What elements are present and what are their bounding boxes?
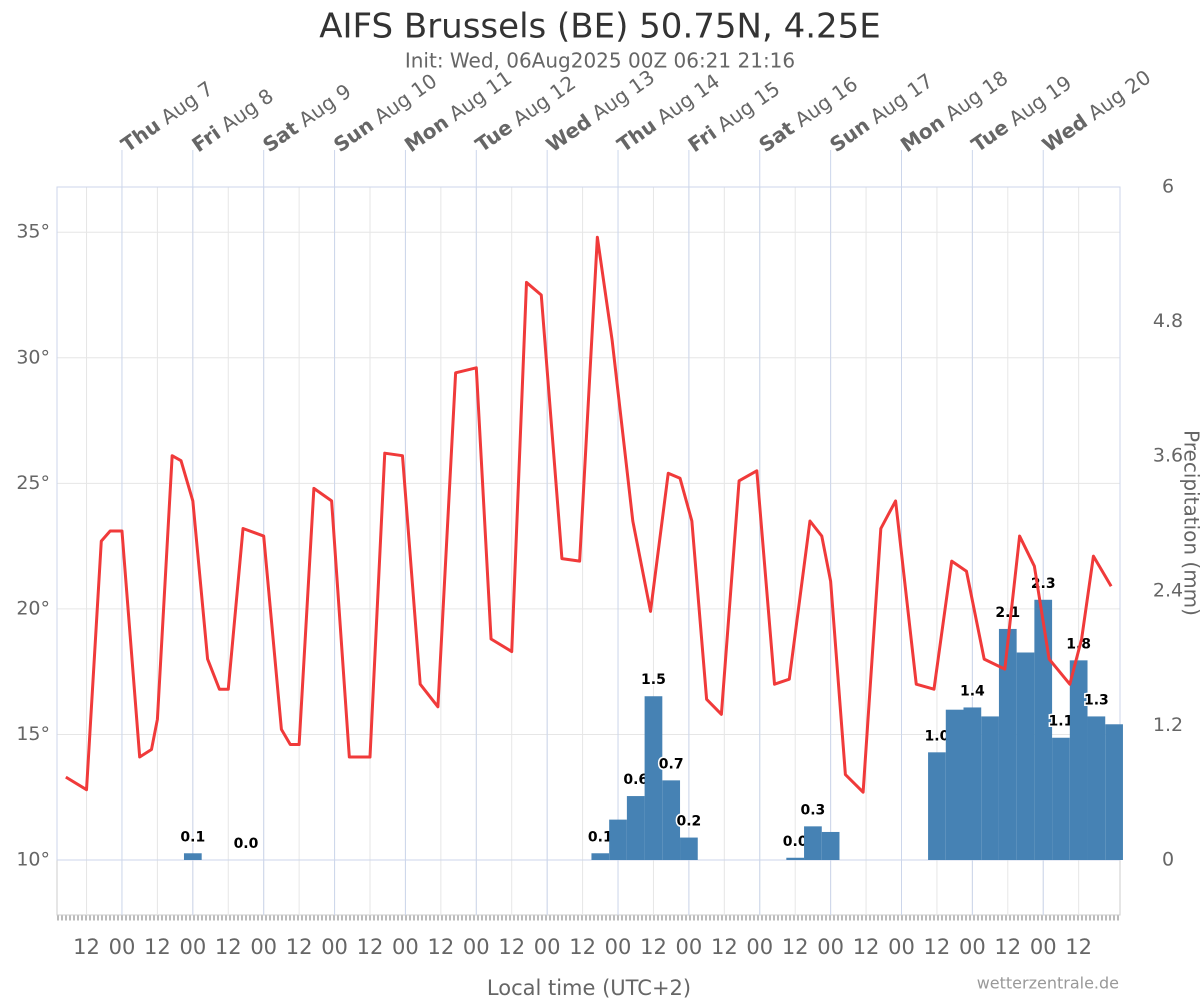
x-tick-label: 12	[569, 935, 596, 959]
x-tick-label: 00	[463, 935, 490, 959]
precip-bar	[928, 752, 946, 860]
precip-bar	[183, 853, 202, 860]
x-tick-label: 12	[640, 935, 667, 959]
precip-bar	[644, 696, 663, 860]
data-label: 0.3	[801, 802, 826, 818]
x-tick-label: 00	[321, 935, 348, 959]
x-tick-label: 12	[357, 935, 384, 959]
y2-tick-label: 0	[1162, 849, 1174, 871]
data-label: 0.7	[659, 756, 684, 772]
x-tick-label: 12	[782, 935, 809, 959]
x-tick-label: 00	[534, 935, 561, 959]
y2-axis-title: Precipitation (mm)	[1180, 430, 1200, 616]
y2-tick-label: 3.6	[1153, 445, 1183, 467]
x-tick-label: 12	[215, 935, 242, 959]
data-label: 0.6	[623, 772, 648, 788]
chart-subtitle: Init: Wed, 06Aug2025 00Z 06:21 21:16	[405, 49, 795, 73]
x-tick-label: 00	[392, 935, 419, 959]
data-label: 1.8	[1066, 636, 1091, 652]
y-tick-label: 20°	[16, 597, 50, 619]
wind-strip	[56, 859, 1121, 916]
y2-tick-label: 1.2	[1153, 714, 1183, 736]
day-date: Aug 20	[1078, 64, 1155, 128]
data-label: 1.3	[1084, 692, 1109, 708]
data-label: 1.4	[960, 683, 985, 699]
x-tick-label: 12	[144, 935, 171, 959]
data-label: 2.1	[995, 605, 1020, 621]
data-label: 1.5	[641, 672, 666, 688]
precip-bar	[662, 780, 681, 860]
x-tick-label: 00	[179, 935, 206, 959]
data-label: 0.2	[676, 814, 701, 830]
x-tick-label: 12	[427, 935, 454, 959]
x-tick-label: 00	[109, 935, 136, 959]
x-tick-label: 00	[605, 935, 632, 959]
x-tick-label: 12	[286, 935, 313, 959]
x-tick-label: 00	[888, 935, 915, 959]
precip-bar	[680, 837, 698, 860]
y-tick-label: 10°	[16, 849, 50, 871]
data-label: 1.1	[1049, 714, 1074, 730]
precip-bar	[804, 826, 822, 860]
precip-bar	[609, 819, 627, 860]
y-tick-label: 35°	[16, 221, 50, 243]
precip-bar	[1052, 737, 1070, 860]
data-label: 0.1	[180, 829, 205, 845]
precip-bar	[998, 628, 1017, 860]
temperature-line	[65, 235, 1113, 794]
precip-bar	[1087, 716, 1106, 860]
x-tick-label: 00	[817, 935, 844, 959]
x-tick-label: 12	[73, 935, 100, 959]
data-label: 0.0	[234, 836, 259, 852]
y-tick-label: 25°	[16, 472, 50, 494]
plot-border	[56, 186, 1121, 861]
precip-bar	[821, 831, 840, 860]
precip-bar	[981, 716, 999, 860]
precip-bar	[1105, 724, 1123, 860]
x-axis-title: Local time (UTC+2)	[487, 976, 691, 1000]
data-label: 2.3	[1031, 576, 1056, 592]
data-label: 0.1	[588, 829, 613, 845]
precip-bar	[1069, 660, 1088, 860]
precip-bar	[945, 709, 964, 860]
chart-title: AIFS Brussels (BE) 50.75N, 4.25E	[319, 7, 881, 47]
precip-bar	[786, 857, 805, 860]
y-tick-label: 30°	[16, 346, 50, 368]
x-tick-label: 00	[1030, 935, 1057, 959]
x-tick-label: 12	[498, 935, 525, 959]
y2-tick-label: 4.8	[1153, 310, 1183, 332]
y2-tick-label: 6	[1162, 176, 1174, 198]
precip-bar	[963, 707, 982, 860]
x-tick-label: 00	[959, 935, 986, 959]
x-tick-label: 00	[746, 935, 773, 959]
x-tick-label: 00	[676, 935, 703, 959]
precip-bar	[1034, 599, 1053, 860]
precip-bar	[1016, 652, 1035, 860]
precip-bar	[626, 796, 645, 860]
credit: wetterzentrale.de	[977, 974, 1119, 993]
precip-bar	[591, 853, 610, 860]
x-tick-label: 12	[711, 935, 738, 959]
x-tick-label: 00	[250, 935, 277, 959]
x-tick-label: 12	[853, 935, 880, 959]
data-label: 1.0	[925, 728, 950, 744]
y2-tick-label: 2.4	[1153, 579, 1183, 601]
y-tick-label: 15°	[16, 723, 50, 745]
x-tick-label: 12	[994, 935, 1021, 959]
x-tick-label: 12	[1065, 935, 1092, 959]
x-tick-label: 12	[924, 935, 951, 959]
data-label: 0.0	[783, 834, 808, 850]
